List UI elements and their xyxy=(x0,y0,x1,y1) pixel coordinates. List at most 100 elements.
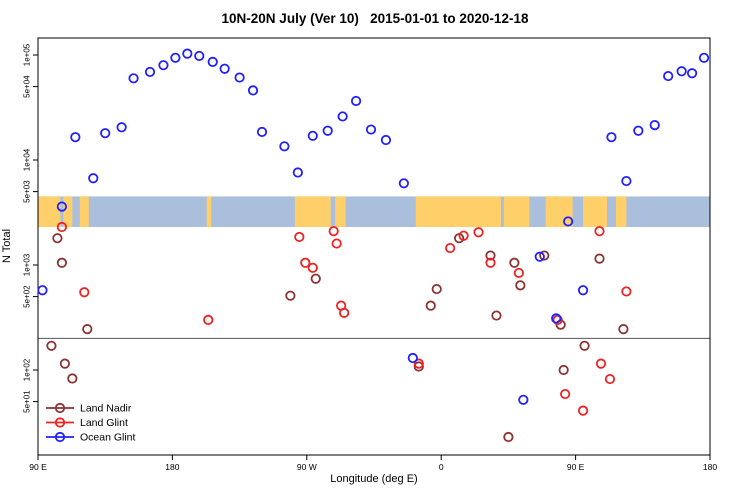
legend-symbol-land-glint xyxy=(54,417,66,428)
data-point-ocean-glint xyxy=(182,48,193,59)
data-point-ocean-glint xyxy=(279,141,290,152)
data-point-ocean-glint xyxy=(663,70,674,82)
data-point-land-nadir xyxy=(285,290,296,301)
data-point-land-glint xyxy=(458,230,469,241)
data-point-land-glint xyxy=(339,307,350,318)
data-point-land-nadir xyxy=(509,257,520,268)
data-point-ocean-glint xyxy=(518,394,529,405)
data-point-ocean-glint xyxy=(116,122,127,133)
y-tick-label: 1e+02 xyxy=(23,358,32,381)
data-point-land-nadir xyxy=(310,273,321,284)
data-point-land-nadir xyxy=(594,253,605,264)
data-point-land-glint xyxy=(328,226,339,237)
data-point-land-nadir xyxy=(579,340,590,351)
x-tick-label: 90 E xyxy=(567,462,585,472)
data-point-ocean-glint xyxy=(158,60,169,71)
data-point-land-nadir xyxy=(558,364,569,376)
data-point-ocean-glint xyxy=(292,167,303,178)
data-point-land-nadir xyxy=(515,280,526,291)
data-point-ocean-glint xyxy=(398,178,409,189)
x-tick-label: 0 xyxy=(439,462,444,472)
data-point-land-nadir xyxy=(67,373,78,384)
data-point-ocean-glint xyxy=(322,125,333,136)
map-band-land xyxy=(615,196,627,228)
data-point-ocean-glint xyxy=(350,95,362,107)
x-axis-label: Longitude (deg E) xyxy=(330,473,418,485)
data-point-land-glint xyxy=(485,257,496,268)
map-band-land xyxy=(79,196,89,228)
map-band-land xyxy=(415,196,501,228)
map-band-land xyxy=(63,196,73,228)
data-point-land-glint xyxy=(300,257,311,268)
y-tick-label: 5e+03 xyxy=(23,180,32,203)
legend-label-land-nadir: Land Nadir xyxy=(80,403,132,415)
data-point-land-nadir xyxy=(431,283,442,295)
data-point-ocean-glint xyxy=(144,66,156,78)
data-point-land-nadir xyxy=(503,431,514,443)
data-point-land-nadir xyxy=(59,358,70,369)
data-point-land-glint xyxy=(445,242,456,254)
data-point-ocean-glint xyxy=(686,68,698,79)
map-band-land xyxy=(335,196,346,228)
data-point-land-glint xyxy=(621,286,632,297)
map-band-land xyxy=(583,196,607,228)
data-point-land-nadir xyxy=(46,340,57,351)
map-band-land xyxy=(545,196,573,228)
data-point-ocean-glint xyxy=(37,285,48,296)
data-point-ocean-glint xyxy=(365,124,377,135)
data-point-ocean-glint xyxy=(633,125,644,136)
data-point-land-nadir xyxy=(425,300,436,311)
data-point-land-nadir xyxy=(491,310,502,321)
y-tick-label: 5e+04 xyxy=(23,75,32,98)
x-tick-label: 180 xyxy=(703,462,717,472)
data-point-ocean-glint xyxy=(207,56,218,67)
data-point-land-glint xyxy=(560,388,571,400)
data-point-ocean-glint xyxy=(676,66,687,77)
data-point-land-glint xyxy=(413,358,424,369)
data-point-ocean-glint xyxy=(380,134,392,146)
data-point-land-glint xyxy=(552,314,563,326)
data-point-land-glint xyxy=(331,238,342,249)
data-point-land-nadir xyxy=(82,324,93,335)
y-tick-label: 1e+03 xyxy=(23,253,32,276)
data-point-land-glint xyxy=(604,373,616,385)
data-point-land-nadir xyxy=(618,324,629,335)
data-point-ocean-glint xyxy=(606,132,617,143)
data-point-ocean-glint xyxy=(534,251,545,262)
data-point-ocean-glint xyxy=(100,128,111,139)
data-point-land-nadir xyxy=(485,250,496,261)
data-point-ocean-glint xyxy=(563,216,574,227)
data-point-ocean-glint xyxy=(234,72,245,83)
data-point-land-glint xyxy=(79,287,90,298)
map-band-land xyxy=(503,196,530,228)
data-point-ocean-glint xyxy=(56,201,67,212)
data-point-land-nadir xyxy=(56,257,67,268)
data-point-ocean-glint xyxy=(551,313,562,324)
data-point-land-nadir xyxy=(52,233,63,244)
data-point-land-glint xyxy=(307,262,318,273)
y-tick-label: 5e+01 xyxy=(23,390,32,413)
data-point-land-glint xyxy=(294,231,305,243)
y-tick-label: 1e+05 xyxy=(23,43,32,66)
legend-symbol-land-nadir xyxy=(54,402,66,414)
data-point-land-glint xyxy=(594,226,605,237)
data-point-ocean-glint xyxy=(649,119,660,131)
map-band-land xyxy=(38,196,61,228)
data-point-ocean-glint xyxy=(88,173,99,184)
x-tick-label: 90 W xyxy=(297,462,317,472)
data-point-land-glint xyxy=(56,221,67,233)
data-point-ocean-glint xyxy=(70,132,81,143)
map-band-ocean xyxy=(38,196,710,228)
chart-title: 10N-20N July (Ver 10) 2015-01-01 to 2020… xyxy=(221,11,529,26)
data-point-ocean-glint xyxy=(407,352,418,364)
data-point-ocean-glint xyxy=(698,52,710,63)
legend-label-ocean-glint: Ocean Glint xyxy=(80,432,136,444)
x-tick-label: 180 xyxy=(165,462,179,472)
data-point-ocean-glint xyxy=(170,52,181,63)
data-point-ocean-glint xyxy=(621,175,632,187)
data-point-ocean-glint xyxy=(256,126,268,138)
data-point-ocean-glint xyxy=(128,73,139,84)
data-point-land-glint xyxy=(203,314,214,326)
